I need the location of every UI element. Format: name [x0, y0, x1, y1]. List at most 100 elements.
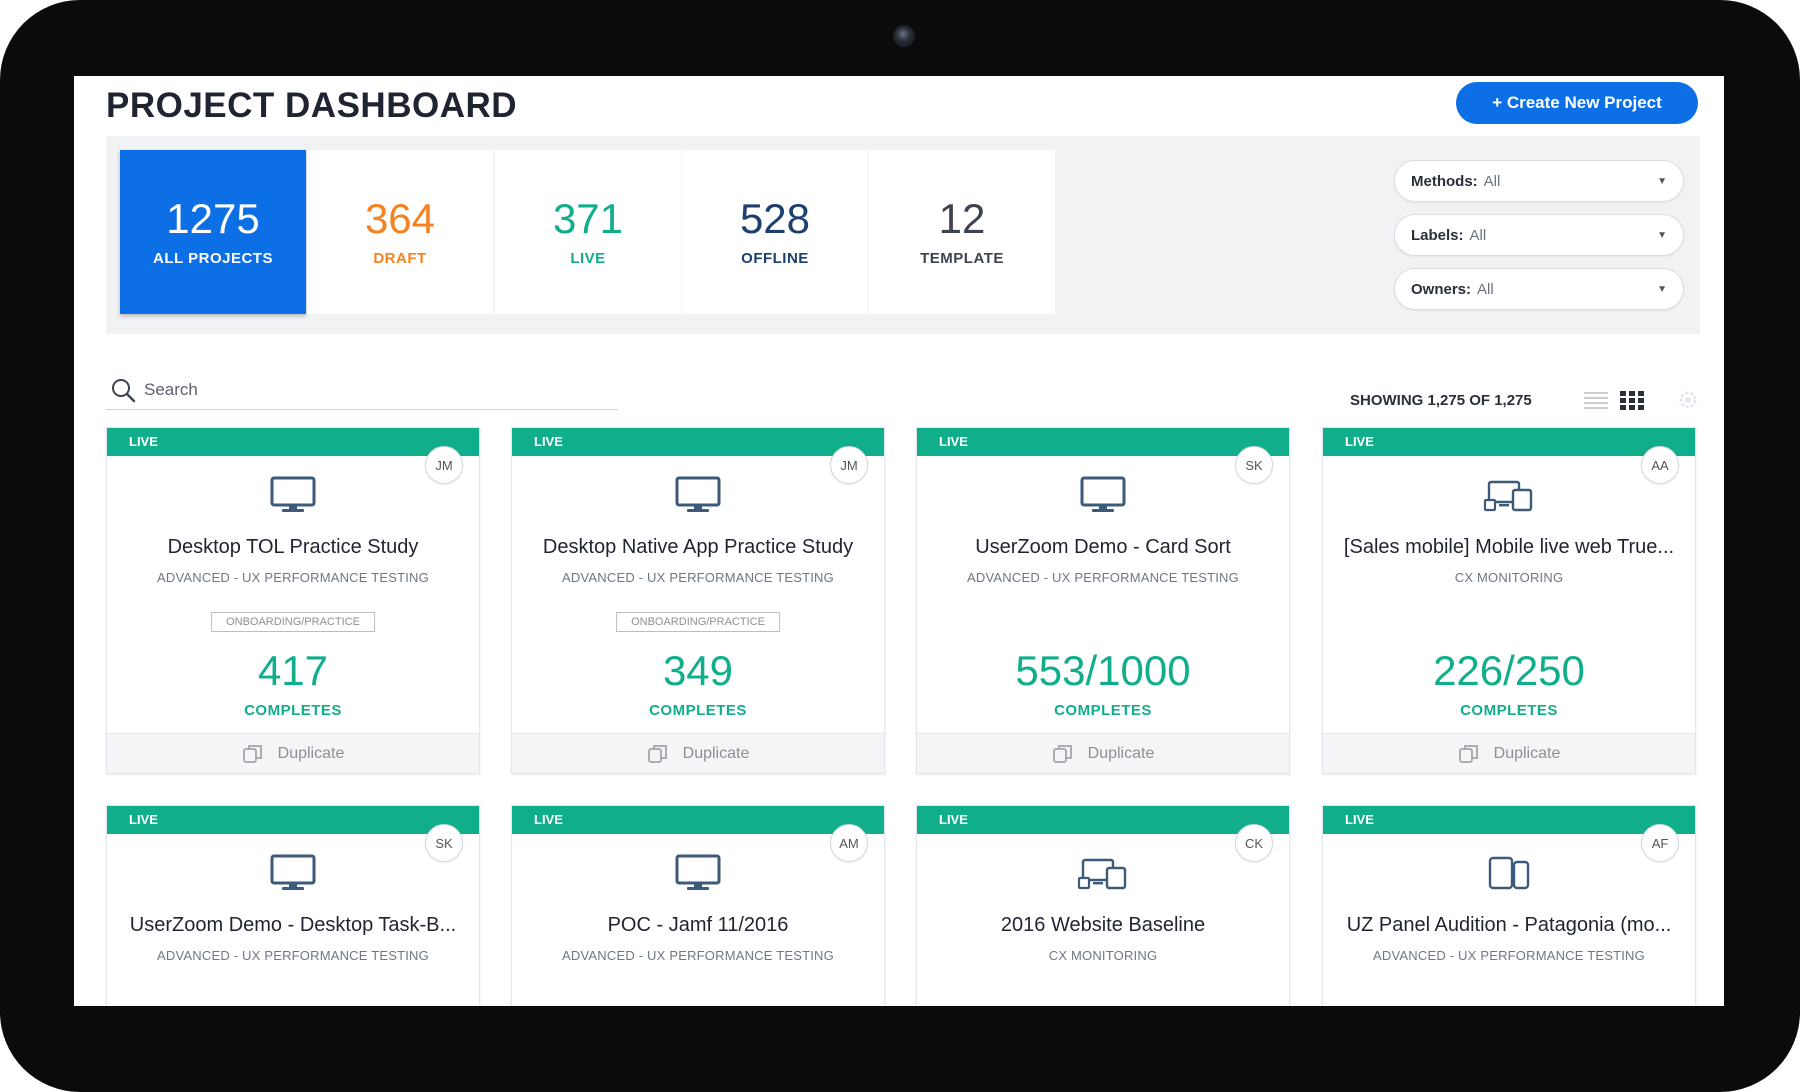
filter-value: All: [1477, 280, 1494, 298]
duplicate-label: Duplicate: [1087, 744, 1155, 762]
duplicate-icon: [1458, 744, 1478, 763]
duplicate-button[interactable]: Duplicate: [107, 733, 479, 773]
create-new-project-button[interactable]: + Create New Project: [1456, 82, 1698, 124]
avatar: JM: [425, 446, 463, 484]
project-type: ADVANCED - UX PERFORMANCE TESTING: [562, 570, 834, 585]
project-tag: ONBOARDING/PRACTICE: [211, 612, 375, 632]
grid-view-icon[interactable]: [1620, 390, 1644, 410]
project-card[interactable]: LIVE CK 2016 Website Baseline CX MONITOR…: [916, 805, 1290, 1006]
completes-label: COMPLETES: [649, 702, 747, 719]
duplicate-icon: [242, 744, 262, 763]
chevron-down-icon: ▼: [1657, 229, 1667, 241]
stat-label: DRAFT: [373, 249, 427, 267]
stat-live[interactable]: 371 LIVE: [495, 150, 681, 314]
labels-filter[interactable]: Labels: All ▼: [1394, 214, 1684, 256]
completes-label: COMPLETES: [1460, 702, 1558, 719]
desktop-icon: [270, 476, 316, 512]
stat-template[interactable]: 12 TEMPLATE: [869, 150, 1055, 314]
search-input[interactable]: [144, 379, 584, 400]
project-title: 2016 Website Baseline: [1000, 914, 1206, 936]
project-title: Desktop Native App Practice Study: [542, 536, 854, 558]
completes-label: COMPLETES: [244, 702, 342, 719]
duplicate-button[interactable]: Duplicate: [917, 733, 1289, 773]
project-type: ADVANCED - UX PERFORMANCE TESTING: [157, 948, 429, 963]
status-badge: LIVE: [107, 428, 479, 456]
stat-value: 528: [739, 194, 811, 242]
project-card[interactable]: LIVE SK UserZoom Demo - Desktop Task-B..…: [106, 805, 480, 1006]
project-title: UserZoom Demo - Card Sort: [975, 536, 1231, 558]
project-type: ADVANCED - UX PERFORMANCE TESTING: [967, 570, 1239, 585]
search-bar: [106, 370, 618, 410]
duplicate-button[interactable]: Duplicate: [1323, 733, 1695, 773]
avatar: CK: [1235, 824, 1273, 862]
stat-label: TEMPLATE: [920, 249, 1004, 267]
stat-label: OFFLINE: [741, 249, 809, 267]
avatar: AM: [830, 824, 868, 862]
methods-filter[interactable]: Methods: All ▼: [1394, 160, 1684, 202]
project-title: UserZoom Demo - Desktop Task-B...: [129, 914, 457, 936]
stat-label: LIVE: [570, 249, 606, 267]
project-type: CX MONITORING: [1454, 570, 1564, 585]
desktop-icon: [1080, 476, 1126, 512]
tablet-phone-icon: [1488, 856, 1530, 890]
chevron-down-icon: ▼: [1657, 175, 1667, 187]
avatar: JM: [830, 446, 868, 484]
filter-label: Labels:: [1411, 226, 1464, 244]
project-type: ADVANCED - UX PERFORMANCE TESTING: [1373, 948, 1645, 963]
status-badge: LIVE: [917, 428, 1289, 456]
multi-device-icon: [1077, 858, 1127, 890]
duplicate-icon: [647, 744, 667, 763]
desktop-icon: [675, 854, 721, 890]
filter-label: Methods:: [1411, 172, 1478, 190]
status-badge: LIVE: [512, 806, 884, 834]
stat-value: 364: [364, 194, 436, 242]
project-card[interactable]: LIVE AF UZ Panel Audition - Patagonia (m…: [1322, 805, 1696, 1006]
stat-value: 12: [938, 194, 986, 242]
stat-draft[interactable]: 364 DRAFT: [307, 150, 493, 314]
project-title: UZ Panel Audition - Patagonia (mo...: [1346, 914, 1672, 936]
stat-label: ALL PROJECTS: [153, 249, 273, 267]
status-badge: LIVE: [917, 806, 1289, 834]
project-card[interactable]: LIVE AA [Sales mobile] Mobile live web T…: [1322, 427, 1696, 774]
desktop-icon: [675, 476, 721, 512]
settings-icon[interactable]: [1678, 390, 1698, 410]
stat-value: 371: [552, 194, 624, 242]
duplicate-button[interactable]: Duplicate: [512, 733, 884, 773]
dashboard-screen: PROJECT DASHBOARD + Create New Project 1…: [74, 76, 1724, 1006]
filter-label: Owners:: [1411, 280, 1472, 298]
results-count: SHOWING 1,275 OF 1,275: [1350, 392, 1532, 409]
project-card[interactable]: LIVE JM Desktop TOL Practice Study ADVAN…: [106, 427, 480, 774]
project-title: [Sales mobile] Mobile live web True...: [1343, 536, 1675, 558]
completes-label: COMPLETES: [1054, 702, 1152, 719]
owners-filter[interactable]: Owners: All ▼: [1394, 268, 1684, 310]
chevron-down-icon: ▼: [1657, 283, 1667, 295]
stat-all-projects[interactable]: 1275 ALL PROJECTS: [120, 150, 306, 314]
avatar: AA: [1641, 446, 1679, 484]
project-card[interactable]: LIVE AM POC - Jamf 11/2016 ADVANCED - UX…: [511, 805, 885, 1006]
completes-count: 349: [662, 647, 734, 694]
desktop-icon: [270, 854, 316, 890]
avatar: AF: [1641, 824, 1679, 862]
completes-count: 553/1000: [1015, 647, 1191, 694]
filter-value: All: [1469, 226, 1487, 244]
search-icon: [112, 378, 136, 402]
camera-icon: [893, 25, 915, 47]
completes-count: 417: [257, 647, 329, 694]
status-badge: LIVE: [107, 806, 479, 834]
avatar: SK: [1235, 446, 1273, 484]
avatar: SK: [425, 824, 463, 862]
project-title: Desktop TOL Practice Study: [167, 536, 419, 558]
project-card[interactable]: LIVE JM Desktop Native App Practice Stud…: [511, 427, 885, 774]
duplicate-label: Duplicate: [277, 744, 345, 762]
filter-value: All: [1483, 172, 1501, 190]
project-card[interactable]: LIVE SK UserZoom Demo - Card Sort ADVANC…: [916, 427, 1290, 774]
list-view-icon[interactable]: [1584, 390, 1608, 410]
project-tag: ONBOARDING/PRACTICE: [616, 612, 780, 632]
status-badge: LIVE: [1323, 806, 1695, 834]
status-badge: LIVE: [1323, 428, 1695, 456]
duplicate-label: Duplicate: [1493, 744, 1561, 762]
completes-count: 226/250: [1433, 647, 1585, 694]
duplicate-label: Duplicate: [682, 744, 750, 762]
stat-offline[interactable]: 528 OFFLINE: [682, 150, 868, 314]
project-type: CX MONITORING: [1048, 948, 1158, 963]
